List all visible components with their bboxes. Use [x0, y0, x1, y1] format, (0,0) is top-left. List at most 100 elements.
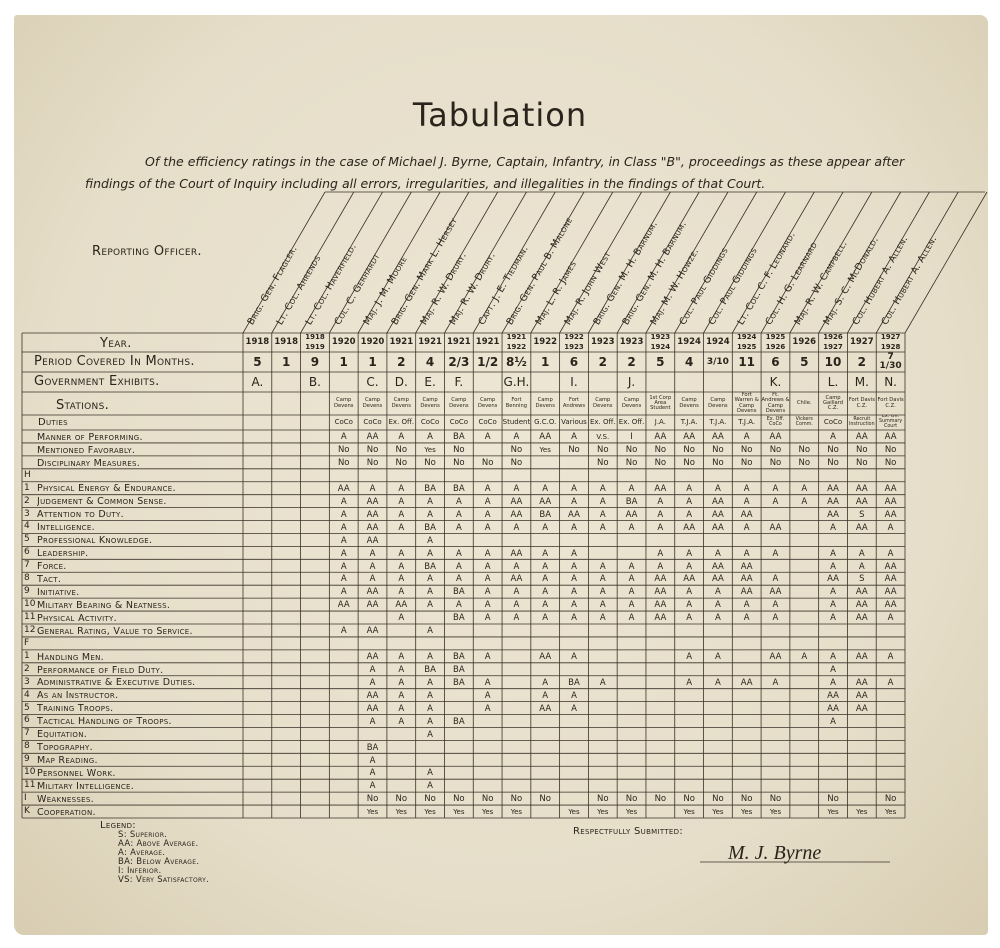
rating: A [571, 522, 577, 533]
rating: A [542, 600, 549, 611]
row-label: Cooperation. [37, 806, 96, 818]
rating: A [772, 548, 779, 559]
rating: A [714, 613, 721, 624]
rating: No [798, 458, 811, 469]
row-number: 5 [24, 702, 30, 713]
rating: A [398, 496, 405, 507]
station: Camp Devens [535, 397, 555, 409]
rating: A [714, 587, 721, 598]
row-label: Tact. [37, 573, 62, 585]
rating: AA [855, 522, 868, 533]
row-label: Disciplinary Measures. [37, 457, 141, 469]
rating: No [625, 458, 638, 469]
year: 1921 [418, 337, 442, 348]
rating: A [369, 483, 376, 494]
row-number: 7 [24, 560, 30, 571]
rating: No [481, 458, 494, 469]
exhibit: B. [308, 375, 321, 389]
rating: Yes [712, 808, 724, 817]
rating: AA [683, 574, 696, 585]
period: 5 [253, 355, 262, 369]
rating: A [571, 561, 577, 572]
duty: CoCo [363, 418, 382, 426]
rating: No [884, 445, 897, 456]
rating: AA [366, 703, 379, 714]
rating: AA [884, 600, 897, 611]
rating: A [455, 522, 462, 533]
rating: AA [711, 522, 724, 533]
row-label: Initiative. [37, 586, 80, 598]
rating: A [599, 496, 606, 507]
rule [674, 191, 758, 334]
rating: AA [769, 587, 782, 598]
row-label: Performance of Field Duty. [37, 664, 164, 676]
rating: A [571, 496, 577, 507]
rating: A [427, 703, 433, 714]
rating: A [542, 574, 549, 585]
period: 10 [824, 355, 842, 369]
row-number: 11 [24, 612, 36, 623]
rating: A [628, 600, 635, 611]
rating: A [427, 496, 433, 507]
rating: No [625, 794, 638, 805]
station: Camp Devens [477, 397, 498, 409]
rating: A [427, 548, 433, 559]
rating: A [714, 483, 721, 494]
rating: A [513, 600, 520, 611]
rating: AA [827, 509, 839, 520]
rating: A [657, 496, 664, 507]
rule [904, 191, 988, 334]
rule [415, 191, 499, 334]
rating: A [714, 548, 721, 559]
rating: A [772, 677, 779, 688]
rating: A [484, 600, 491, 611]
rating: A [455, 548, 462, 559]
rating: AA [884, 496, 897, 507]
row-number: 7 [24, 728, 30, 739]
rating: No [740, 794, 753, 805]
rating: A [427, 781, 433, 792]
row-label: Force. [37, 561, 67, 573]
row-label: Physical Activity. [37, 612, 117, 624]
exhibit: L. [827, 375, 839, 389]
rating: A [599, 574, 606, 585]
year: 1923 [564, 342, 584, 351]
rating: No [453, 458, 465, 469]
rating: A [340, 496, 347, 507]
year: 1925 [765, 333, 786, 342]
rating: A [340, 561, 347, 572]
period: 5 [656, 355, 665, 369]
period: 3/10 [706, 356, 729, 367]
rating: Yes [683, 808, 695, 817]
row-label: Administrative & Executive Duties. [37, 677, 196, 689]
rating: No [481, 794, 494, 805]
rating: A [657, 522, 664, 533]
rating: AA [654, 587, 667, 598]
rating: AA [654, 613, 667, 624]
row-label: Manner of Performing. [37, 431, 143, 443]
rating: No [453, 445, 465, 456]
row-header: Government Exhibits. [34, 374, 160, 389]
rating: A [484, 483, 491, 494]
rating: A [542, 483, 549, 494]
row-number: 1 [24, 482, 30, 493]
exhibit: K. [769, 375, 782, 389]
rating: A [887, 677, 894, 688]
row-label: Mentioned Favorably. [37, 444, 136, 456]
year: 1925 [736, 342, 757, 351]
rating: AA [366, 587, 379, 598]
rating: A [743, 548, 750, 559]
rating: A [398, 716, 405, 727]
row-header: Period Covered In Months. [34, 354, 195, 369]
rating: A [427, 535, 433, 546]
rating: A [686, 677, 693, 688]
rule [444, 191, 527, 334]
rating: A [542, 690, 549, 701]
station: 1st Corp Area Student [649, 394, 672, 412]
year: 1926 [823, 333, 843, 342]
exhibit: D. [394, 375, 408, 389]
rating: A [743, 522, 750, 533]
rating: No [395, 794, 408, 805]
rating: Yes [424, 445, 436, 454]
